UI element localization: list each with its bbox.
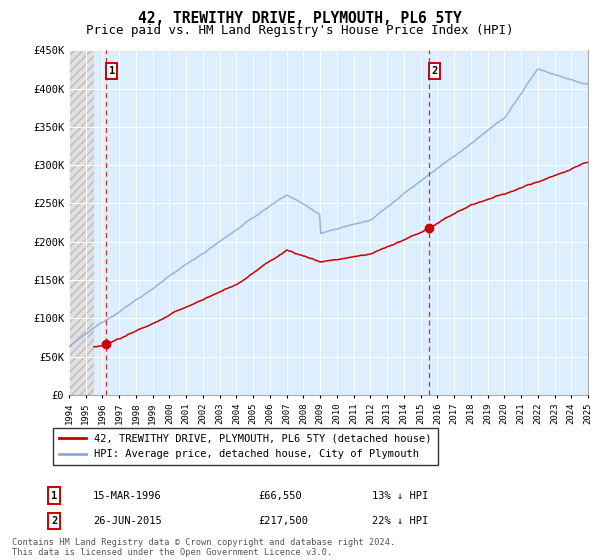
Text: £217,500: £217,500 [258,516,308,526]
Text: £66,550: £66,550 [258,491,302,501]
Legend: 42, TREWITHY DRIVE, PLYMOUTH, PL6 5TY (detached house), HPI: Average price, deta: 42, TREWITHY DRIVE, PLYMOUTH, PL6 5TY (d… [53,428,437,465]
Text: 22% ↓ HPI: 22% ↓ HPI [372,516,428,526]
Text: 42, TREWITHY DRIVE, PLYMOUTH, PL6 5TY: 42, TREWITHY DRIVE, PLYMOUTH, PL6 5TY [138,11,462,26]
Text: 2: 2 [51,516,57,526]
Text: 26-JUN-2015: 26-JUN-2015 [93,516,162,526]
Bar [69,50,94,395]
Text: 2: 2 [431,66,437,76]
Text: 13% ↓ HPI: 13% ↓ HPI [372,491,428,501]
Text: 15-MAR-1996: 15-MAR-1996 [93,491,162,501]
Text: 1: 1 [51,491,57,501]
Text: 1: 1 [109,66,115,76]
Text: Price paid vs. HM Land Registry's House Price Index (HPI): Price paid vs. HM Land Registry's House … [86,24,514,36]
Text: Contains HM Land Registry data © Crown copyright and database right 2024.
This d: Contains HM Land Registry data © Crown c… [12,538,395,557]
